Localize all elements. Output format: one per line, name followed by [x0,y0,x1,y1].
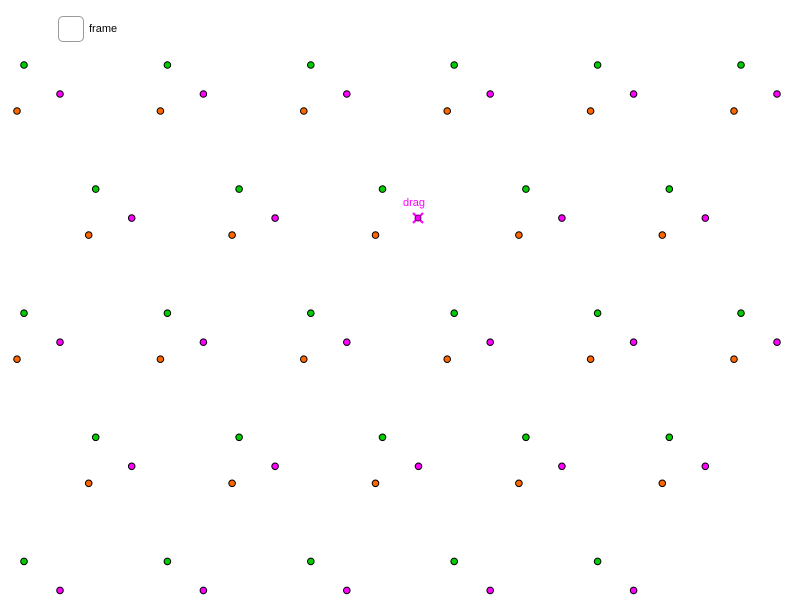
orange-point [371,479,380,488]
green-point [450,557,459,566]
orange-point [13,355,21,364]
green-point [163,557,172,566]
green-point [665,185,674,193]
green-point [522,433,530,442]
magenta-point [127,462,136,471]
magenta-point [56,586,64,595]
green-point [307,557,315,566]
green-point [235,185,243,193]
magenta-point [629,90,638,98]
magenta-point [773,90,781,98]
orange-point [371,231,380,239]
orange-point [586,107,595,115]
magenta-point [701,214,710,222]
drag-point[interactable] [414,214,422,222]
magenta-point [773,338,781,347]
orange-point [658,479,667,488]
green-point [737,61,745,69]
green-point [450,61,459,69]
green-point [378,185,387,193]
magenta-point [486,90,495,98]
drag-label: drag [403,197,426,209]
orange-point [300,107,308,115]
green-point [593,557,602,566]
magenta-point [343,586,351,595]
green-point [593,309,602,318]
orange-point [228,231,236,239]
green-point [450,309,459,318]
magenta-point [56,338,64,347]
green-point [20,309,28,318]
orange-point [730,355,738,364]
magenta-point [558,214,566,222]
magenta-point [271,214,279,222]
frame-checkbox[interactable]: frame [58,16,117,42]
magenta-point [271,462,279,471]
green-point [737,309,745,318]
orange-point [228,479,236,488]
green-point [378,433,387,442]
orange-point [443,107,452,115]
magenta-point [629,586,638,595]
green-point [163,61,172,69]
magenta-point [414,462,423,471]
magenta-point [199,338,208,347]
green-point [307,309,315,318]
drag-handle[interactable] [412,212,424,224]
orange-point [156,107,165,115]
green-point [163,309,172,318]
orange-point [84,479,93,488]
green-point [91,185,100,193]
orange-point [84,231,93,239]
orange-point [443,355,452,364]
magenta-point [199,90,208,98]
orange-point [13,107,21,115]
green-point [91,433,100,442]
orange-point [658,231,667,239]
magenta-point [127,214,136,222]
magenta-point [343,338,351,347]
frame-checkbox-label: frame [89,23,118,35]
orange-point [156,355,165,364]
magenta-point [701,462,710,471]
orange-point [730,107,738,115]
frame-checkbox-box[interactable] [58,16,84,42]
magenta-point [486,338,495,347]
green-point [665,433,674,442]
green-point [593,61,602,69]
magenta-point [56,90,64,98]
orange-point [300,355,308,364]
green-point [307,61,315,69]
green-point [20,557,28,566]
green-point [20,61,28,69]
orange-point [515,479,523,488]
magenta-point [558,462,566,471]
magenta-point [199,586,208,595]
magenta-point [486,586,495,595]
magenta-point [343,90,351,98]
magenta-point [629,338,638,347]
orange-point [586,355,595,364]
orange-point [515,231,523,239]
green-point [522,185,530,193]
green-point [235,433,243,442]
